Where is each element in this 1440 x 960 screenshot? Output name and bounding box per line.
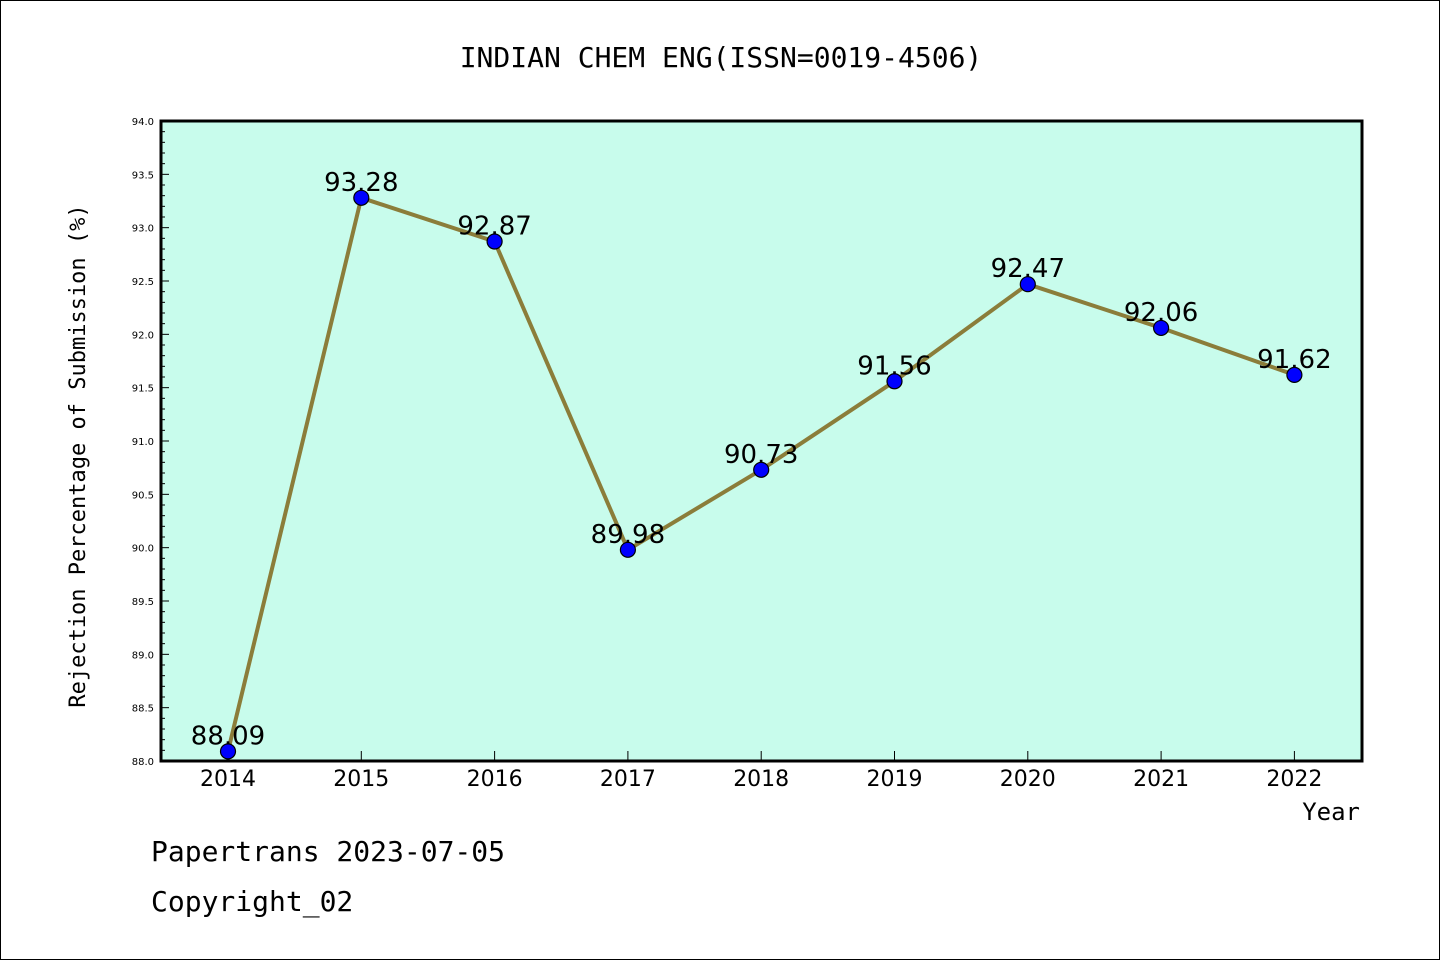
y-tick-label: 90.0 bbox=[132, 544, 154, 555]
footer-source-date: Papertrans 2023-07-05 bbox=[151, 835, 506, 868]
x-tick-label: 2019 bbox=[867, 767, 923, 792]
footer-copyright: Copyright_02 bbox=[151, 885, 354, 918]
data-point-marker bbox=[219, 743, 237, 760]
series-markers bbox=[219, 189, 1303, 760]
x-tick-label: 2017 bbox=[600, 767, 656, 792]
y-tick-label: 89.0 bbox=[132, 650, 154, 661]
plot-area bbox=[161, 121, 1362, 761]
y-tick-label: 88.5 bbox=[132, 704, 154, 715]
data-point-marker bbox=[753, 461, 770, 478]
chart-title: INDIAN CHEM ENG(ISSN=0019-4506) bbox=[460, 41, 983, 74]
data-label: 92.47 bbox=[991, 254, 1065, 284]
y-axis-ticks: 88.0 88.5 89.0 89.5 90.0 90.5 91.0 91.5 92.0 92.5… bbox=[132, 117, 169, 768]
data-point-marker bbox=[353, 189, 370, 206]
y-axis-label: Rejection Percentage of Submission (%) bbox=[66, 204, 91, 707]
y-tick-label: 89.5 bbox=[132, 597, 154, 608]
data-label: 89.98 bbox=[591, 520, 665, 550]
data-label: 92.87 bbox=[457, 212, 531, 242]
y-tick-label: 92.5 bbox=[132, 277, 154, 288]
x-tick-label: 2021 bbox=[1133, 767, 1189, 792]
data-label: 93.28 bbox=[324, 168, 398, 198]
x-tick-label: 2016 bbox=[467, 767, 523, 792]
x-tick-label: 2020 bbox=[1000, 767, 1056, 792]
y-tick-label: 88.0 bbox=[132, 757, 154, 768]
x-tick-label: 2022 bbox=[1266, 767, 1322, 792]
x-tick-label: 2014 bbox=[200, 767, 256, 792]
y-tick-label: 90.5 bbox=[132, 490, 154, 501]
data-point-marker bbox=[886, 373, 903, 390]
data-point-marker bbox=[619, 541, 637, 558]
data-point-marker bbox=[1286, 366, 1303, 383]
data-label: 91.56 bbox=[857, 351, 931, 381]
x-axis-label: Year bbox=[1302, 798, 1360, 826]
x-tick-label: 2018 bbox=[733, 767, 789, 792]
data-label: 88.09 bbox=[191, 721, 265, 751]
y-tick-label: 94.0 bbox=[132, 117, 154, 128]
data-point-marker bbox=[1152, 319, 1170, 337]
y-tick-label: 91.5 bbox=[132, 384, 154, 395]
plot-frame bbox=[159, 119, 1364, 763]
y-tick-label: 91.0 bbox=[132, 437, 154, 448]
data-label: 91.62 bbox=[1257, 345, 1331, 375]
x-tick-label: 2015 bbox=[333, 767, 389, 792]
x-axis-ticks: 2014 2015 2016 2017 2018 2019 2020 2021 2022 bbox=[200, 751, 1322, 792]
data-label: 90.73 bbox=[724, 440, 798, 470]
data-point-marker bbox=[486, 233, 503, 250]
y-tick-label: 93.5 bbox=[132, 170, 154, 181]
data-labels: 88.09 93.28 92.87 89.98 90.73 91.56 92.47 92.06… bbox=[191, 168, 1332, 752]
y-tick-label: 92.0 bbox=[132, 330, 154, 341]
data-point-marker bbox=[1019, 276, 1036, 293]
data-label: 92.06 bbox=[1124, 298, 1198, 328]
y-tick-label: 93.0 bbox=[132, 224, 154, 235]
